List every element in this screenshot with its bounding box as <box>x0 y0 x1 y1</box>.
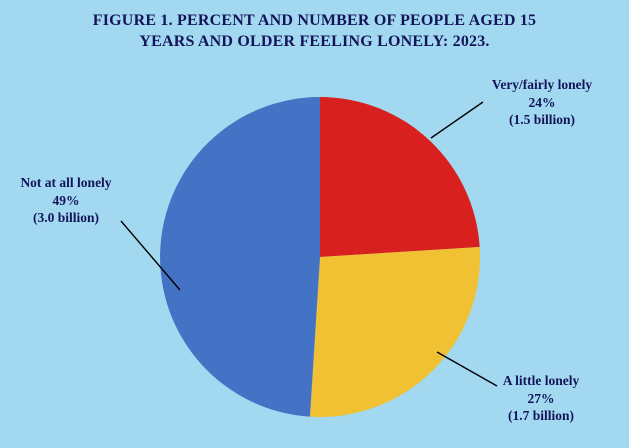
figure-title-line-2: YEARS AND OLDER FEELING LONELY: 2023. <box>139 33 490 50</box>
callout-not-at-all-lonely: Not at all lonely 49% (3.0 billion) <box>2 174 130 227</box>
pie-slice-a-little-lonely <box>309 246 480 417</box>
callout-a-little-lonely-label: A little lonely <box>502 373 580 388</box>
callout-a-little-lonely: A little lonely 27% (1.7 billion) <box>463 372 619 425</box>
callout-not-at-all-lonely-label: Not at all lonely <box>20 175 112 190</box>
callout-not-at-all-lonely-percent: 49% <box>52 192 80 208</box>
leader-line-a-little-lonely <box>436 351 498 387</box>
callout-a-little-lonely-percent: 27% <box>527 390 555 406</box>
pie-slice-very-fairly-lonely <box>320 97 480 257</box>
leader-line-very-fairly-lonely <box>430 101 484 139</box>
leader-line-not-at-all-lonely <box>120 220 181 291</box>
pie-slices <box>160 97 480 417</box>
callout-not-at-all-lonely-count: (3.0 billion) <box>32 210 99 225</box>
callout-very-fairly-lonely: Very/fairly lonely 24% (1.5 billion) <box>466 76 618 129</box>
callout-a-little-lonely-count: (1.7 billion) <box>507 408 574 423</box>
pie-slice-not-at-all-lonely <box>160 97 320 417</box>
callout-very-fairly-lonely-percent: 24% <box>528 94 556 110</box>
figure-title-line-1: FIGURE 1. PERCENT AND NUMBER OF PEOPLE A… <box>92 12 537 29</box>
figure-title: FIGURE 1. PERCENT AND NUMBER OF PEOPLE A… <box>0 10 629 52</box>
callout-very-fairly-lonely-label: Very/fairly lonely <box>491 77 593 92</box>
callout-very-fairly-lonely-count: (1.5 billion) <box>508 112 575 127</box>
